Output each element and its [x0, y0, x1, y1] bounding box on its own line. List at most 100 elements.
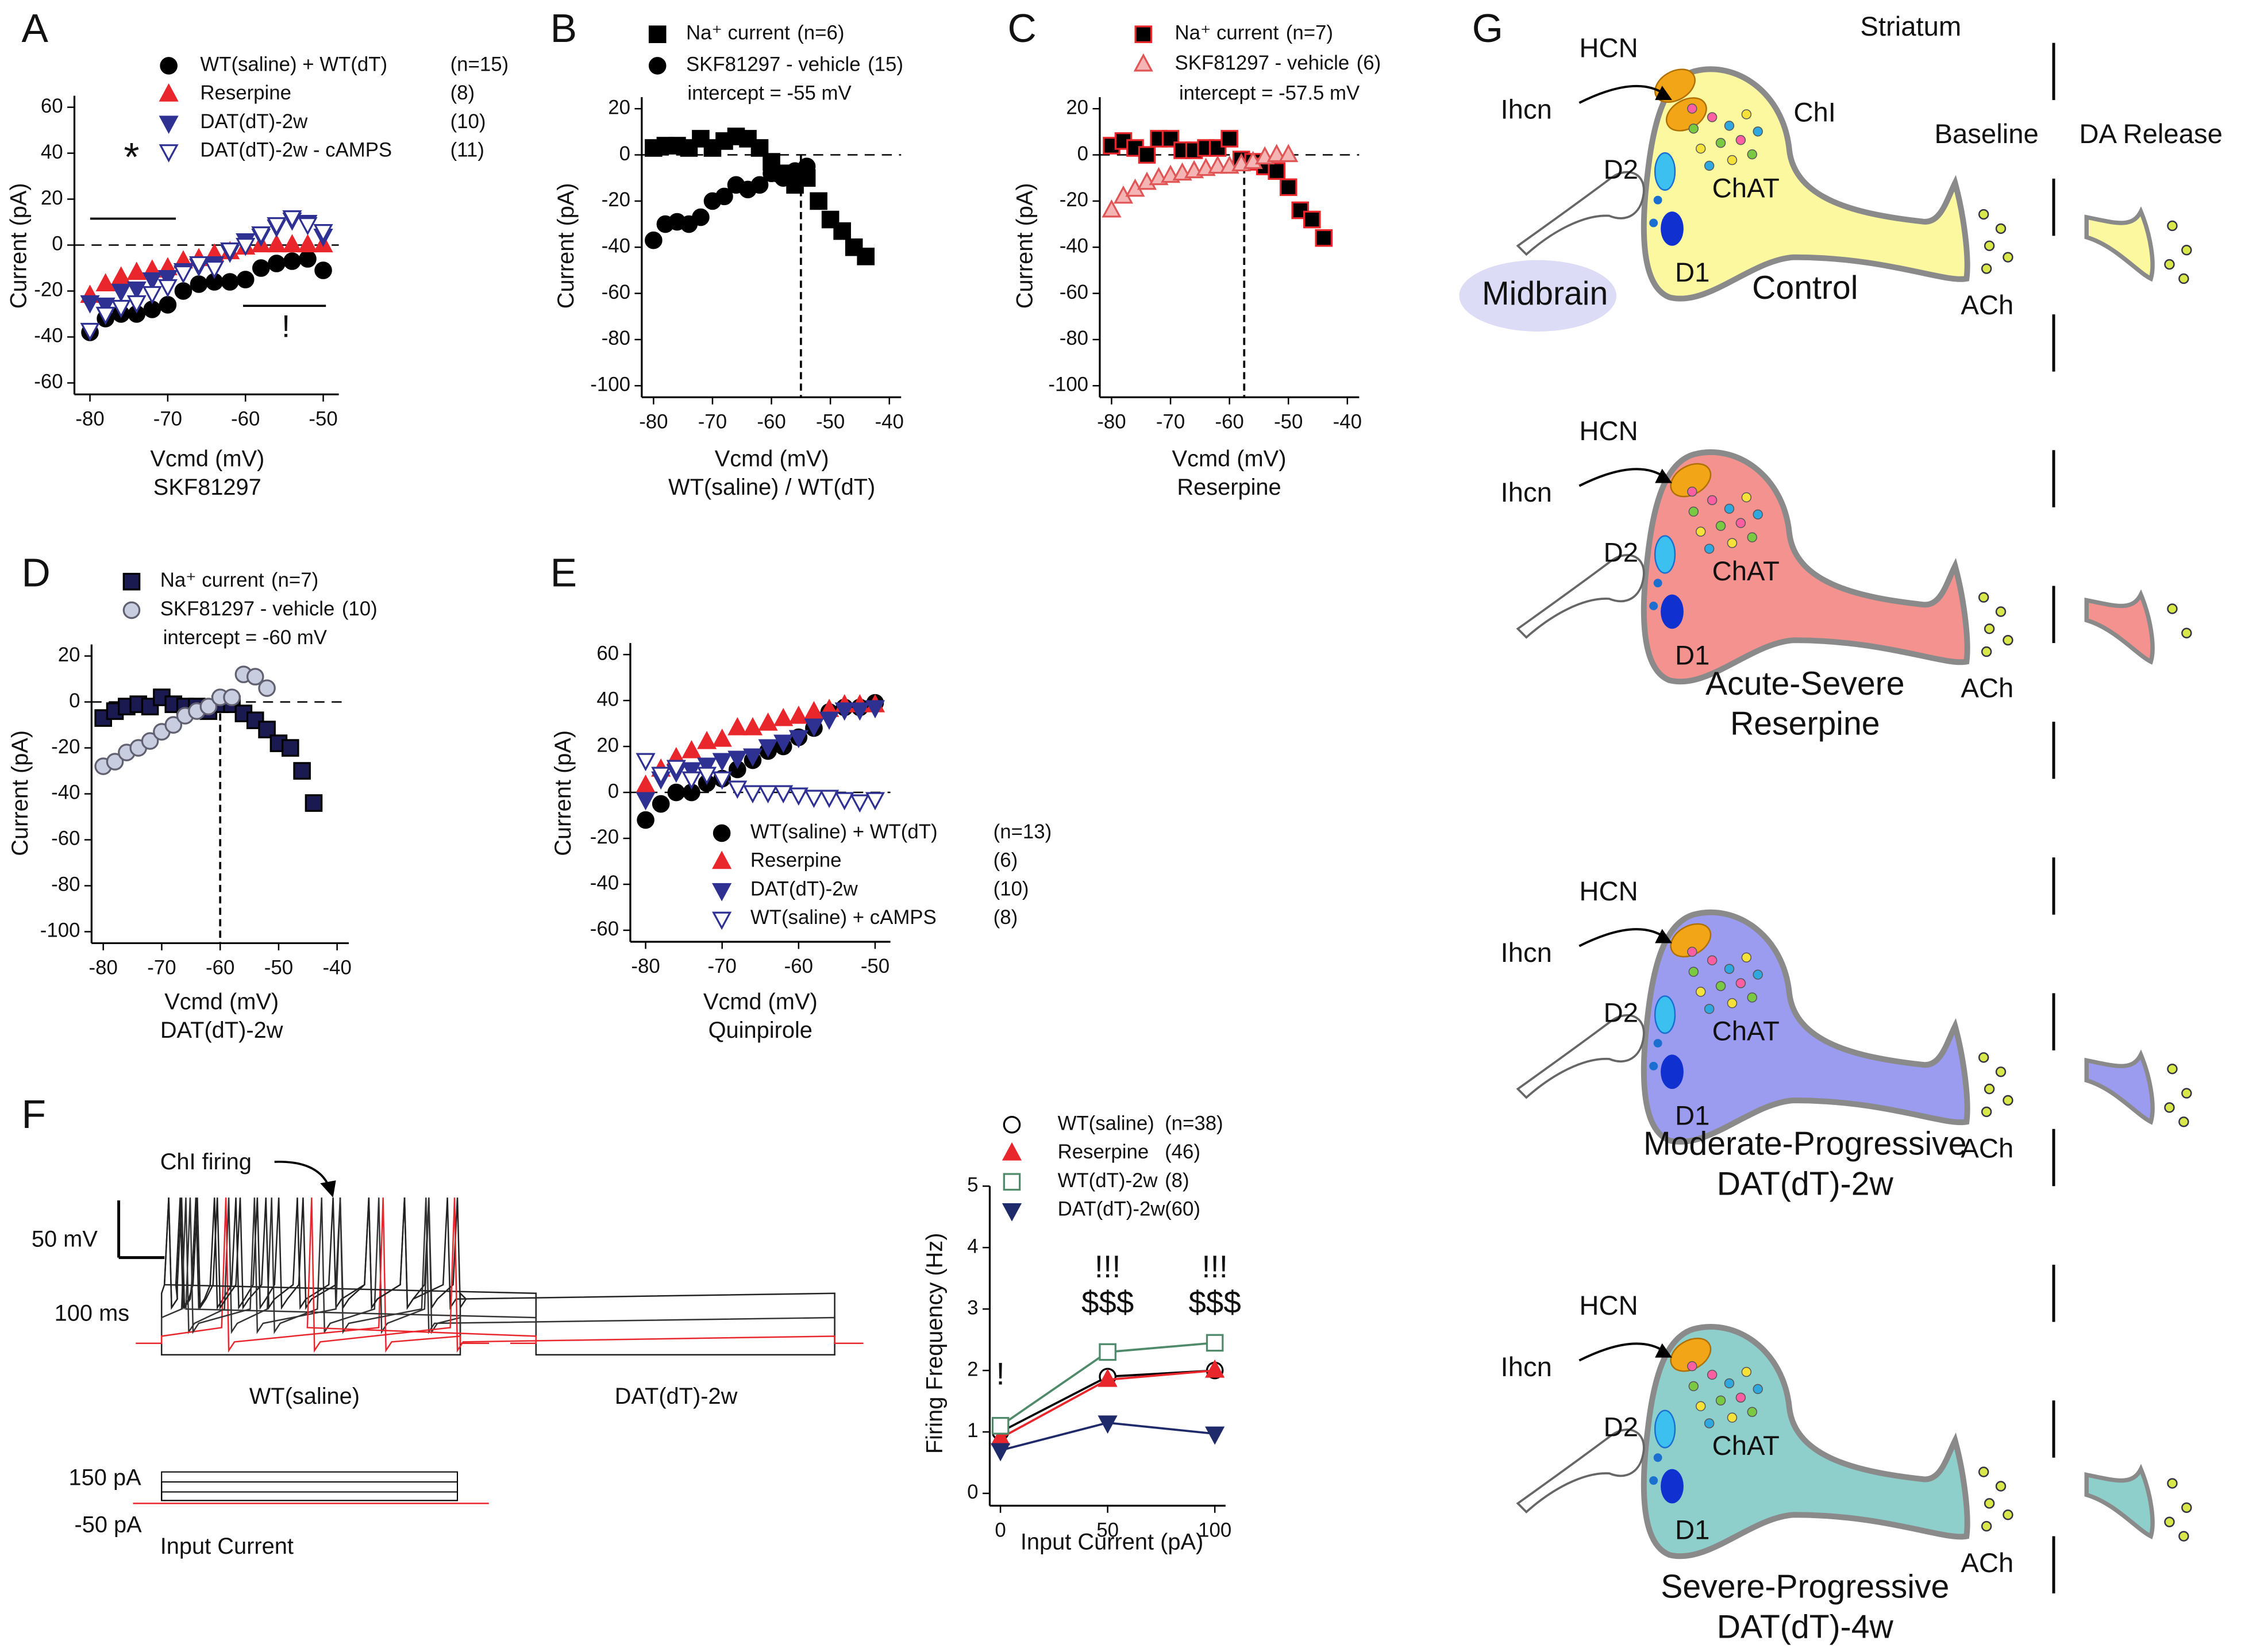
- data-point: [142, 272, 162, 291]
- legend-marker: [648, 57, 667, 75]
- chat-label: ChAT: [1712, 1431, 1780, 1461]
- midbrain-label: Midbrain: [1482, 275, 1608, 312]
- y-tick-label: 0: [608, 780, 619, 802]
- bead: [1741, 492, 1752, 503]
- data-point: [742, 748, 763, 767]
- y-tick-label: -40: [1060, 234, 1088, 257]
- bead: [1688, 1381, 1699, 1392]
- legend-entry: WT(saline) + WT(dT) (n=15): [200, 53, 509, 76]
- data-point: [1138, 146, 1156, 164]
- data-point: [1279, 178, 1297, 197]
- y-tick-label: 20: [608, 96, 630, 118]
- ach-dot: [1995, 606, 2007, 617]
- bead: [1727, 998, 1738, 1008]
- data-point: [80, 295, 100, 314]
- data-point: [681, 771, 702, 790]
- legend-name: WT(saline): [1058, 1112, 1154, 1134]
- ach-dot: [2178, 273, 2189, 284]
- x-tick-label: -70: [147, 956, 176, 979]
- data-point: [1279, 144, 1299, 163]
- arrowhead: [320, 1180, 336, 1198]
- legend-marker: [1003, 1115, 1021, 1134]
- x-tick-label: -70: [698, 410, 727, 433]
- release-terminal: [2084, 206, 2155, 282]
- data-point: [111, 283, 131, 302]
- data-point: [788, 705, 808, 724]
- x-tick-label: -50: [264, 956, 293, 979]
- annotation: *: [124, 134, 139, 179]
- condition-caption: DAT(dT)-2w: [1717, 1165, 1894, 1202]
- data-point: [788, 787, 808, 806]
- data-point: [850, 702, 870, 721]
- trace: [136, 1342, 489, 1356]
- current-arrow: [1578, 468, 1666, 487]
- legend-entry: DAT(dT)-2w (10): [200, 110, 486, 133]
- panel-letter: C: [1008, 6, 1037, 51]
- data-point: [636, 753, 656, 772]
- panel-letter: G: [1472, 6, 1503, 51]
- d2-receptor: [1654, 1410, 1676, 1449]
- release-terminal: [2084, 1464, 2155, 1539]
- y-tick-label: 20: [596, 734, 619, 756]
- bead: [1707, 955, 1718, 965]
- y-tick-label: -100: [40, 919, 80, 942]
- data-point: [865, 792, 885, 811]
- legend-count: (10): [450, 110, 486, 133]
- y-tick-label: -20: [51, 735, 80, 758]
- data-point: [268, 255, 286, 272]
- data-point: [727, 717, 748, 735]
- x-axis-subtitle: Reserpine: [1177, 475, 1281, 500]
- legend-marker: [713, 824, 731, 842]
- x-axis-subtitle: WT(saline) / WT(dT): [668, 475, 875, 500]
- legend-name: WT(saline) + cAMPS: [750, 906, 937, 929]
- ach-dot: [1995, 1481, 2007, 1492]
- data-point: [727, 750, 748, 769]
- vesicle: [1653, 1453, 1662, 1462]
- cell-row: HCN Ihcn ChAT D2 D1 ACh Acute-Severe Reserpine: [1501, 416, 2192, 742]
- x-tick-label: -50: [861, 955, 890, 977]
- protocol-step: [161, 1481, 459, 1501]
- y-tick-label: -40: [590, 872, 619, 894]
- legend-name: DAT(dT)-2w: [200, 110, 308, 133]
- x-tick-label: -70: [1156, 410, 1185, 433]
- y-tick-label: 60: [596, 642, 619, 664]
- legend-count: (n=15): [450, 53, 509, 76]
- d1-receptor: [1661, 594, 1684, 629]
- bead: [1715, 137, 1726, 148]
- y-tick-label: 3: [967, 1296, 978, 1319]
- protocol-step: [161, 1471, 459, 1501]
- bead: [1741, 952, 1752, 963]
- y-tick-label: 1: [967, 1419, 978, 1442]
- condition-caption: Moderate-Progressive: [1643, 1126, 1967, 1162]
- ach-dot: [1984, 623, 1995, 634]
- d1-label: D1: [1675, 1100, 1709, 1131]
- legend-entry: WT(saline) (n=38): [1058, 1112, 1223, 1134]
- x-tick-label: -80: [631, 955, 660, 977]
- bead: [1753, 509, 1763, 520]
- ach-label: ACh: [1961, 1548, 2013, 1578]
- data-point: [223, 688, 241, 706]
- current-arrow: [1578, 928, 1666, 948]
- legend-marker: [1002, 1203, 1022, 1222]
- legend-name: DAT(dT)-2w: [750, 878, 858, 900]
- ach-dot: [1995, 1066, 2007, 1077]
- d2-receptor: [1654, 995, 1676, 1034]
- ach-dot: [2181, 1088, 2192, 1099]
- hcn-channel: [1670, 1337, 1712, 1372]
- bead: [1747, 149, 1757, 160]
- ach-dot: [2181, 1502, 2192, 1514]
- y-tick-label: 60: [41, 95, 63, 117]
- panel-letter: A: [21, 6, 48, 51]
- condition-caption: Reserpine: [1730, 706, 1880, 742]
- bead: [1704, 1418, 1715, 1428]
- scale-label: 50 mV: [32, 1226, 98, 1251]
- intercept-label: intercept = -57.5 mV: [1179, 82, 1360, 104]
- x-tick-label: 0: [995, 1519, 1006, 1541]
- ach-dot: [1978, 592, 1989, 603]
- data-point: [126, 295, 147, 314]
- x-tick-label: -60: [231, 407, 260, 430]
- ach-dot: [2164, 1516, 2175, 1527]
- ach-dot: [2167, 1478, 2178, 1489]
- ach-dot: [2003, 1095, 2013, 1106]
